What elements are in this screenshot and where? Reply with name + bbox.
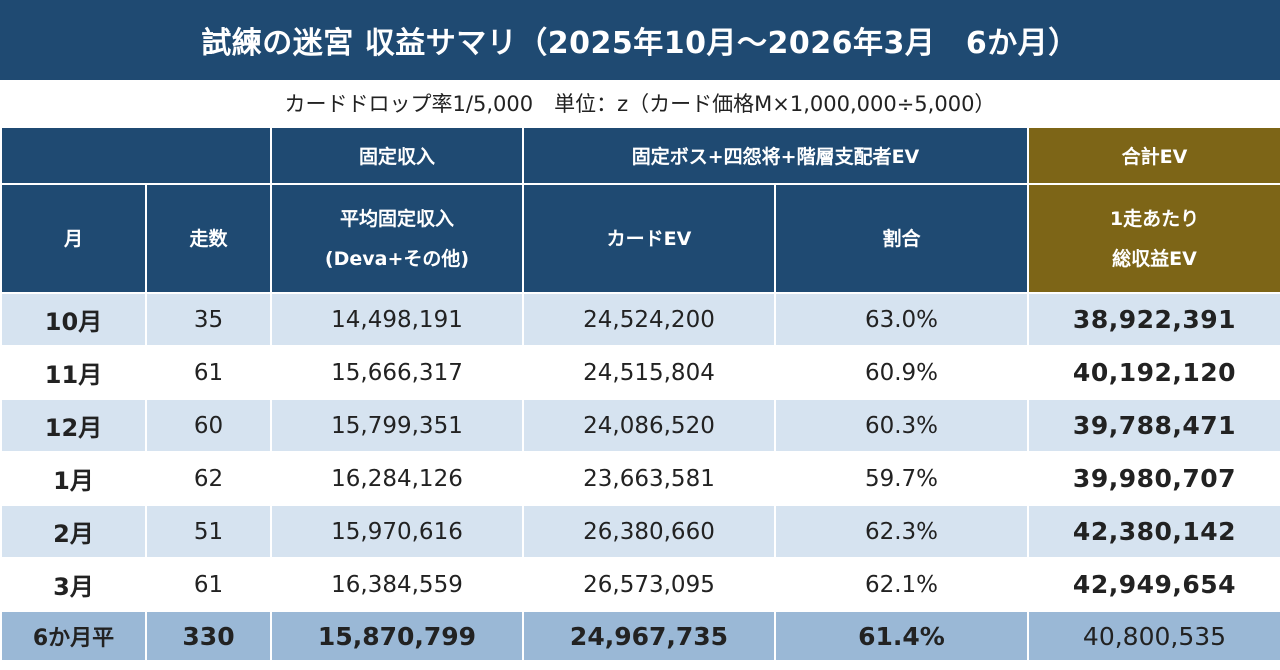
row-ratio: 62.1% (774, 557, 1029, 612)
row-total-ev: 42,949,654 (1027, 557, 1280, 612)
header-total-line2: 総収益EV (1112, 247, 1197, 270)
average-runs: 330 (145, 610, 272, 662)
average-ratio: 61.4% (774, 610, 1029, 662)
row-card-ev: 24,515,804 (522, 345, 776, 400)
average-total-ev: 40,800,535 (1027, 610, 1280, 662)
row-month: 2月 (0, 504, 147, 559)
row-fixed-income: 15,666,317 (270, 345, 524, 400)
header-group-boss-ev: 固定ボス+四怨将+階層支配者EV (522, 126, 1029, 185)
row-card-ev: 24,524,200 (522, 292, 776, 347)
page-title: 試練の迷宮 収益サマリ（2025年10月〜2026年3月 6か月） (0, 0, 1280, 80)
row-month: 12月 (0, 398, 147, 453)
average-row: 6か月平 330 15,870,799 24,967,735 61.4% 40,… (0, 610, 1280, 662)
row-ratio: 62.3% (774, 504, 1029, 559)
row-total-ev: 40,192,120 (1027, 345, 1280, 400)
unit-note: カードドロップ率1/5,000 単位：z（カード価格M×1,000,000÷5,… (0, 80, 1280, 126)
table-row: 2月 51 15,970,616 26,380,660 62.3% 42,380… (0, 504, 1280, 559)
row-month: 11月 (0, 345, 147, 400)
header-avg-fixed-line2: (Deva+その他) (324, 247, 470, 270)
header-runs: 走数 (145, 183, 272, 294)
row-runs: 61 (145, 345, 272, 400)
row-runs: 61 (145, 557, 272, 612)
row-month: 3月 (0, 557, 147, 612)
header-ratio: 割合 (774, 183, 1029, 294)
average-fixed-income: 15,870,799 (270, 610, 524, 662)
row-total-ev: 38,922,391 (1027, 292, 1280, 347)
row-runs: 60 (145, 398, 272, 453)
header-blank (0, 126, 272, 185)
row-fixed-income: 16,384,559 (270, 557, 524, 612)
row-total-ev: 39,980,707 (1027, 451, 1280, 506)
row-fixed-income: 16,284,126 (270, 451, 524, 506)
table-row: 1月 62 16,284,126 23,663,581 59.7% 39,980… (0, 451, 1280, 506)
average-card-ev: 24,967,735 (522, 610, 776, 662)
row-ratio: 63.0% (774, 292, 1029, 347)
header-total-per-run: 1走あたり 総収益EV (1027, 183, 1280, 294)
row-fixed-income: 14,498,191 (270, 292, 524, 347)
average-label: 6か月平 (0, 610, 147, 662)
row-ratio: 60.3% (774, 398, 1029, 453)
row-card-ev: 26,380,660 (522, 504, 776, 559)
row-card-ev: 26,573,095 (522, 557, 776, 612)
row-total-ev: 39,788,471 (1027, 398, 1280, 453)
table-row: 11月 61 15,666,317 24,515,804 60.9% 40,19… (0, 345, 1280, 400)
row-month: 10月 (0, 292, 147, 347)
header-column-row: 月 走数 平均固定収入 (Deva+その他) カードEV 割合 1走あたり 総収… (0, 183, 1280, 294)
header-group-fixed-income: 固定収入 (270, 126, 524, 185)
header-total-line1: 1走あたり (1109, 207, 1200, 230)
table-row: 3月 61 16,384,559 26,573,095 62.1% 42,949… (0, 557, 1280, 612)
table-row: 12月 60 15,799,351 24,086,520 60.3% 39,78… (0, 398, 1280, 453)
header-avg-fixed: 平均固定収入 (Deva+その他) (270, 183, 524, 294)
table-row: 10月 35 14,498,191 24,524,200 63.0% 38,92… (0, 292, 1280, 347)
header-group-total-ev: 合計EV (1027, 126, 1280, 185)
revenue-table: 固定収入 固定ボス+四怨将+階層支配者EV 合計EV 月 走数 平均固定収入 (… (0, 126, 1280, 662)
row-runs: 62 (145, 451, 272, 506)
row-month: 1月 (0, 451, 147, 506)
row-ratio: 60.9% (774, 345, 1029, 400)
row-runs: 35 (145, 292, 272, 347)
row-total-ev: 42,380,142 (1027, 504, 1280, 559)
header-avg-fixed-line1: 平均固定収入 (339, 207, 454, 230)
header-group-row: 固定収入 固定ボス+四怨将+階層支配者EV 合計EV (0, 126, 1280, 185)
row-card-ev: 23,663,581 (522, 451, 776, 506)
row-fixed-income: 15,970,616 (270, 504, 524, 559)
header-month: 月 (0, 183, 147, 294)
row-runs: 51 (145, 504, 272, 559)
header-card-ev: カードEV (522, 183, 776, 294)
row-card-ev: 24,086,520 (522, 398, 776, 453)
row-fixed-income: 15,799,351 (270, 398, 524, 453)
row-ratio: 59.7% (774, 451, 1029, 506)
